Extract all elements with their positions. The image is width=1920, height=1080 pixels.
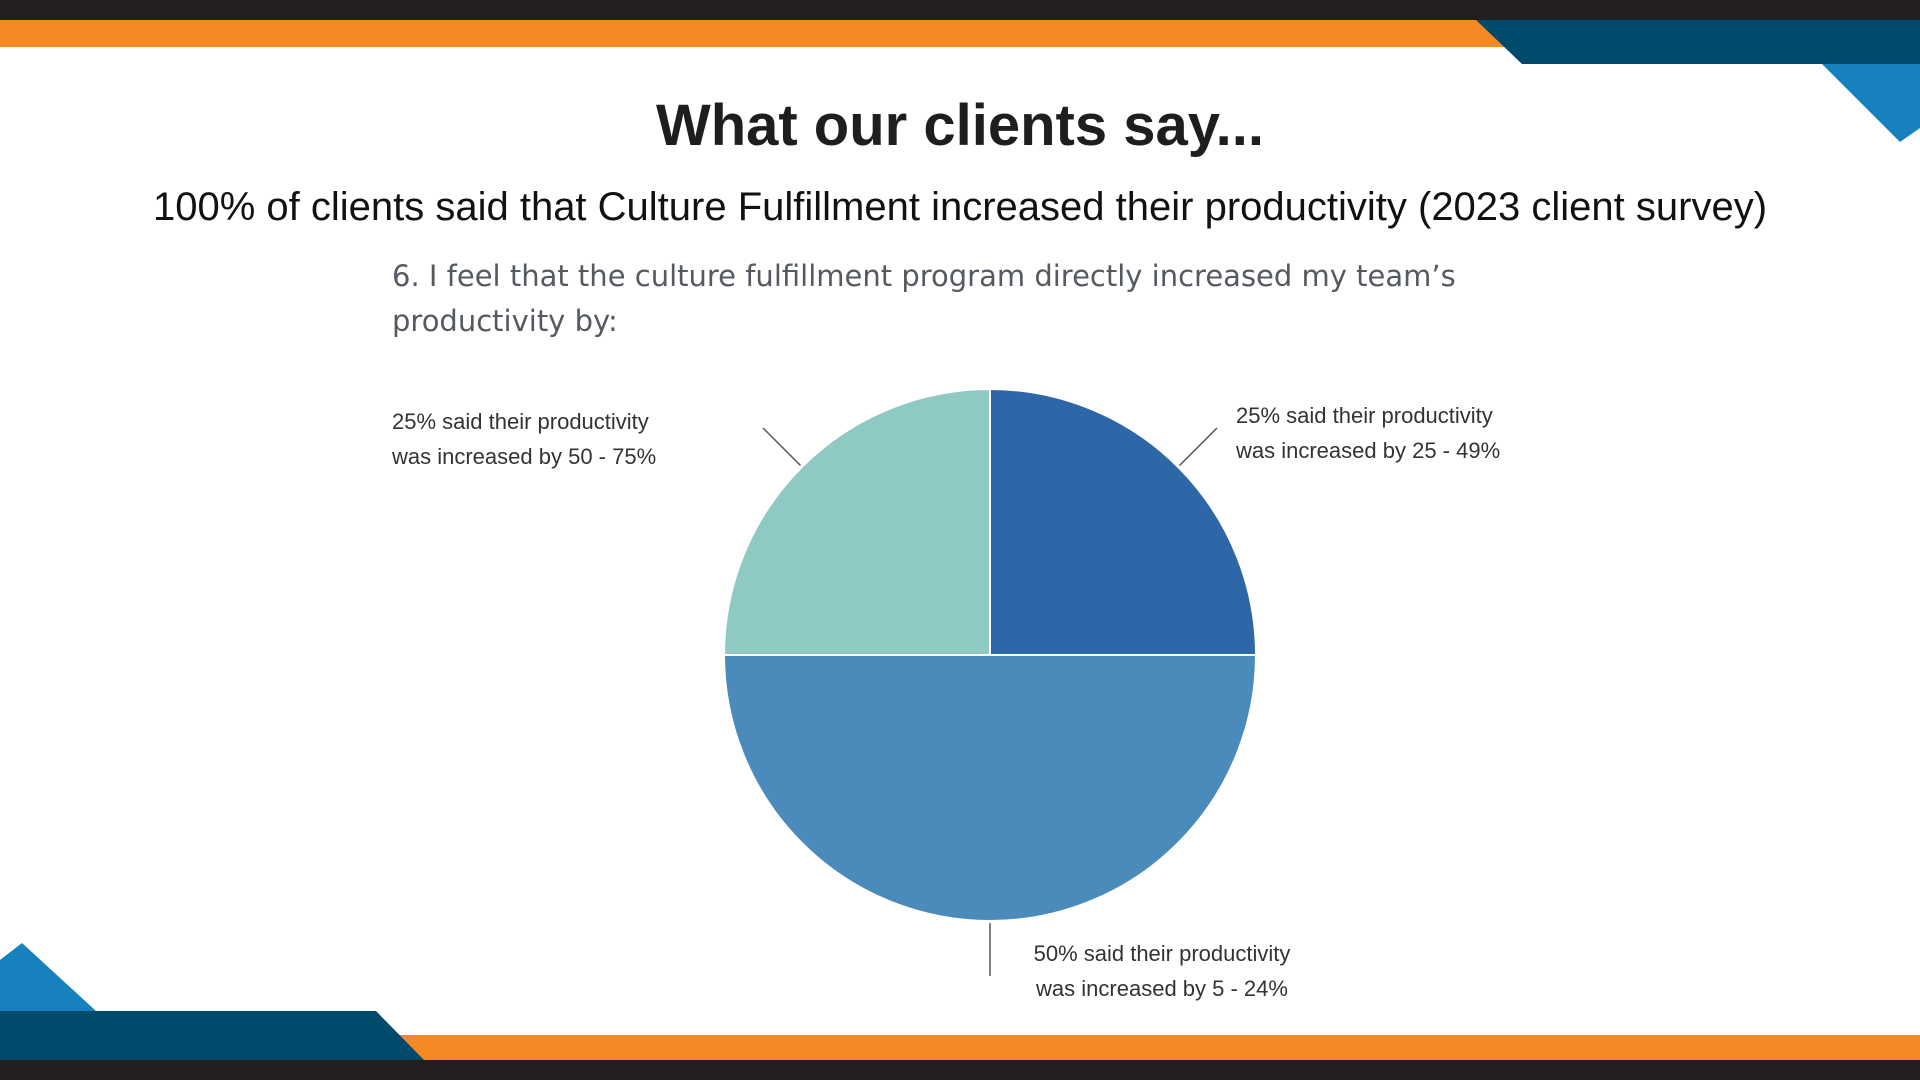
slice-label: 50% said their productivity was increase…	[1033, 941, 1291, 1001]
slide-subtitle: 100% of clients said that Culture Fulfil…	[152, 185, 1768, 229]
bottom-bar	[0, 1060, 1920, 1080]
top-corner-accent	[1822, 64, 1920, 142]
pie-slice	[722, 387, 991, 656]
pie	[722, 387, 1258, 976]
pie-slice	[989, 387, 1258, 656]
pie-slice	[722, 654, 1258, 922]
leader-line	[762, 427, 802, 467]
bottom-corner	[0, 1011, 424, 1060]
slice-label: 25% said their productivity was increase…	[1236, 403, 1501, 463]
bottom-corner-accent	[0, 943, 96, 1011]
chart-title: 6. I feel that the culture fulfillment p…	[392, 259, 1456, 338]
slice-label: 25% said their productivity was increase…	[392, 409, 657, 469]
slide-title: What our clients say...	[655, 93, 1265, 158]
top-corner	[1476, 20, 1920, 64]
leader-line	[1178, 427, 1218, 467]
top-bar	[0, 0, 1920, 20]
